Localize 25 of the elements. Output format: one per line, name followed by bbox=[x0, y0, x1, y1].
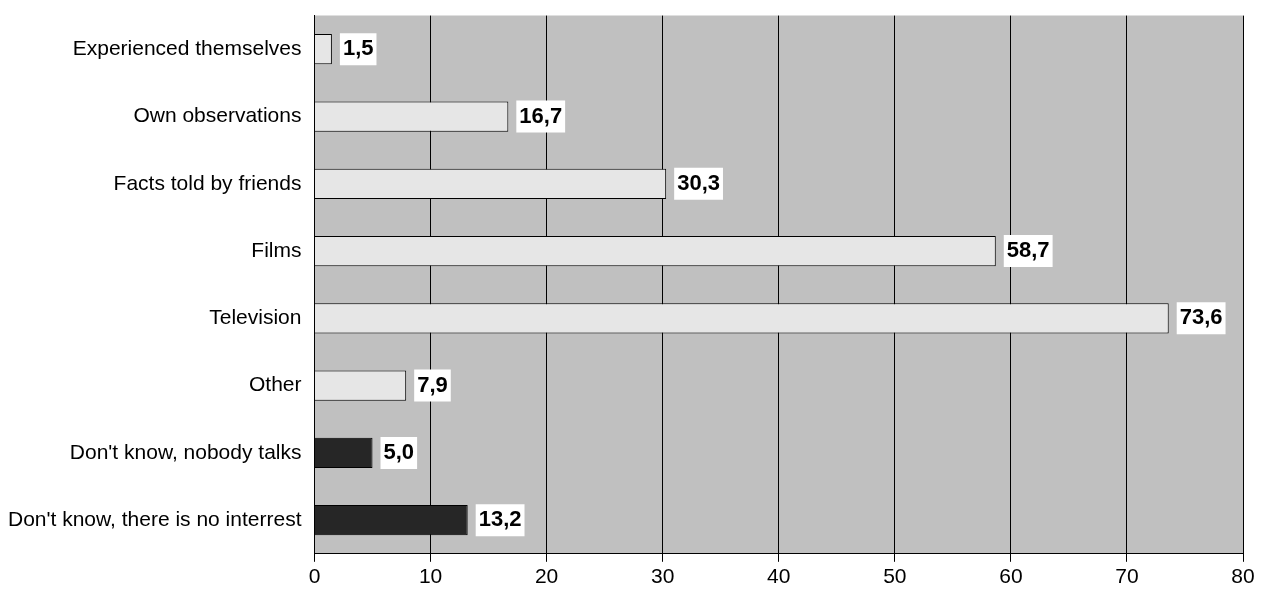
data-label: 73,6 bbox=[1179, 304, 1223, 330]
y-tick-label: Television bbox=[209, 305, 302, 329]
y-tick-label: Facts told by friends bbox=[113, 170, 302, 194]
y-tick-label: Don't know, there is no interrest bbox=[7, 506, 302, 530]
y-tick-label: Other bbox=[248, 372, 302, 396]
data-label: 16,7 bbox=[519, 102, 563, 128]
data-label: 30,3 bbox=[677, 169, 720, 195]
x-tick-label: 30 bbox=[651, 564, 675, 588]
data-label: 7,9 bbox=[417, 371, 448, 397]
x-tick-label: 50 bbox=[883, 564, 907, 588]
x-tick-label: 0 bbox=[308, 564, 321, 588]
y-tick-label: Own observations bbox=[133, 103, 302, 127]
y-tick-label: Films bbox=[251, 237, 302, 261]
data-label: 58,7 bbox=[1006, 237, 1050, 263]
x-tick-label: 70 bbox=[1115, 564, 1139, 588]
x-tick-label: 40 bbox=[767, 564, 791, 588]
data-label: 1,5 bbox=[342, 35, 374, 61]
x-tick-label: 10 bbox=[418, 564, 443, 588]
x-tick-label: 20 bbox=[534, 564, 559, 588]
x-tick-label: 60 bbox=[999, 564, 1023, 588]
data-label: 13,2 bbox=[478, 506, 522, 532]
y-tick-label: Experienced themselves bbox=[72, 36, 302, 60]
y-tick-label: Don't know, nobody talks bbox=[69, 439, 302, 463]
data-label: 5,0 bbox=[383, 438, 415, 464]
x-tick-label: 80 bbox=[1231, 564, 1255, 588]
